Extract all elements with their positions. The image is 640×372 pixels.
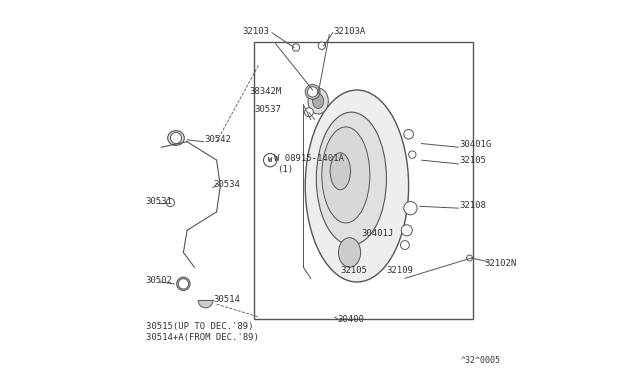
Ellipse shape: [339, 238, 360, 267]
Ellipse shape: [308, 88, 328, 114]
Circle shape: [318, 42, 326, 49]
Text: ^32^0005: ^32^0005: [461, 356, 501, 365]
Text: 30401J: 30401J: [362, 229, 394, 238]
Text: (1): (1): [278, 165, 294, 174]
Circle shape: [170, 132, 182, 144]
Circle shape: [408, 151, 416, 158]
Text: 30534: 30534: [214, 180, 241, 189]
Text: 30514+A(FROM DEC.'89): 30514+A(FROM DEC.'89): [146, 333, 259, 342]
Circle shape: [307, 87, 318, 97]
Text: 30542: 30542: [205, 135, 232, 144]
Text: 30502: 30502: [146, 276, 173, 285]
Text: 38342M: 38342M: [249, 87, 281, 96]
Text: 30531: 30531: [146, 197, 173, 206]
Text: 32108: 32108: [459, 201, 486, 210]
Circle shape: [292, 44, 300, 51]
Text: 32109: 32109: [387, 266, 413, 275]
Text: 30515(UP TO DEC.'89): 30515(UP TO DEC.'89): [146, 322, 253, 331]
Text: 30537: 30537: [254, 105, 281, 114]
Text: 32105: 32105: [340, 266, 367, 275]
Circle shape: [404, 202, 417, 215]
Ellipse shape: [305, 90, 408, 282]
Text: 32103: 32103: [243, 27, 269, 36]
Ellipse shape: [168, 131, 184, 145]
Ellipse shape: [166, 199, 175, 207]
Text: 32103A: 32103A: [333, 27, 366, 36]
Text: 30401G: 30401G: [459, 140, 492, 149]
Text: 30514: 30514: [214, 295, 241, 304]
Text: W 08915-1401A: W 08915-1401A: [274, 154, 344, 163]
Ellipse shape: [316, 112, 387, 245]
Circle shape: [401, 241, 410, 250]
Wedge shape: [198, 301, 213, 308]
FancyBboxPatch shape: [253, 42, 473, 319]
Circle shape: [305, 108, 314, 116]
Circle shape: [178, 279, 189, 289]
Circle shape: [264, 154, 277, 167]
Circle shape: [404, 129, 413, 139]
Text: W: W: [268, 157, 272, 163]
Ellipse shape: [312, 94, 324, 109]
Text: 32105: 32105: [459, 156, 486, 166]
Ellipse shape: [305, 84, 320, 99]
Ellipse shape: [330, 153, 351, 190]
Text: 30400: 30400: [338, 315, 365, 324]
Circle shape: [401, 225, 412, 236]
Text: 32102N: 32102N: [484, 259, 516, 268]
Ellipse shape: [322, 127, 370, 223]
Ellipse shape: [177, 277, 190, 291]
Circle shape: [467, 255, 472, 261]
